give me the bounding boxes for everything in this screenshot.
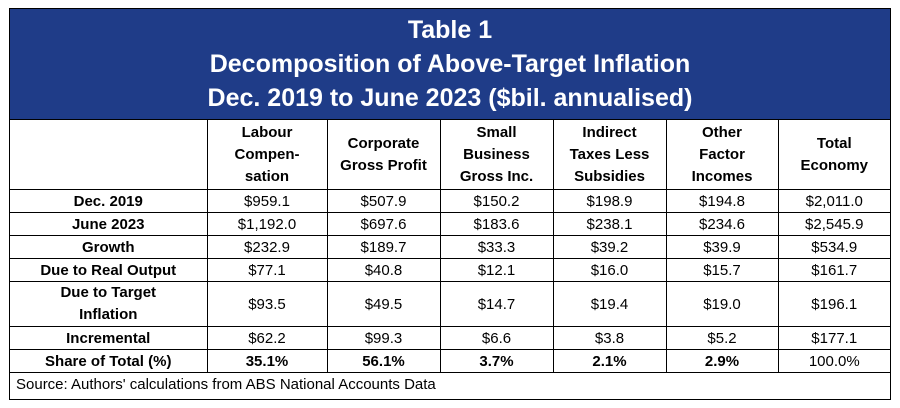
table-row: Share of Total (%) 35.1% 56.1% 3.7% 2.1% 2.9%…	[10, 349, 890, 373]
table-cell: $5.2	[665, 326, 779, 350]
table-cell: 2.1%	[552, 349, 667, 373]
row-label: Incremental	[10, 326, 208, 350]
header-cell-other-factor: Other Factor Incomes	[665, 120, 779, 190]
table-subtitle-line-2: Dec. 2019 to June 2023 ($bil. annualised…	[207, 84, 693, 112]
table-cell: $16.0	[552, 258, 667, 282]
header-other-line-1: Other	[701, 123, 742, 141]
header-indirect-line-3: Subsidies	[574, 167, 645, 185]
header-indirect-line-1: Indirect	[582, 123, 637, 141]
table-cell: $507.9	[326, 189, 441, 213]
row-label: June 2023	[10, 212, 208, 236]
table-cell: $194.8	[665, 189, 779, 213]
table-cell: 56.1%	[326, 349, 441, 373]
table-body: Dec. 2019 $959.1 $507.9 $150.2 $198.9 $194.8 $…	[10, 189, 890, 373]
table-cell: 3.7%	[439, 349, 554, 373]
header-small-line-3: Gross Inc.	[459, 167, 534, 185]
header-cell-blank	[10, 120, 208, 190]
header-row: Labour Compen- sation Corporate Gross Pr…	[10, 120, 890, 190]
table-cell: 2.9%	[665, 349, 779, 373]
table-title: Table 1	[407, 16, 493, 44]
header-other-line-3: Incomes	[691, 167, 753, 185]
header-total-line-2: Economy	[800, 156, 868, 174]
table-row: Due to Real Output $77.1 $40.8 $12.1 $16.0 $1…	[10, 258, 890, 282]
row-label: Dec. 2019	[10, 189, 208, 213]
row-label-line-2: Inflation	[79, 306, 138, 323]
header-cell-indirect-taxes: Indirect Taxes Less Subsidies	[552, 120, 667, 190]
table-cell: $15.7	[665, 258, 779, 282]
table-cell: 35.1%	[206, 349, 328, 373]
table-cell: $959.1	[206, 189, 328, 213]
header-labour-line-2: Compen-	[234, 145, 300, 163]
header-cell-corporate-gross-profit: Corporate Gross Profit	[326, 120, 441, 190]
table-cell: $33.3	[439, 235, 554, 259]
row-label-line-1: Due to Target	[60, 284, 157, 301]
title-block: Table 1 Decomposition of Above-Target In…	[10, 9, 890, 120]
table-cell: $1,192.0	[206, 212, 328, 236]
header-cell-small-business: Small Business Gross Inc.	[439, 120, 554, 190]
table-cell: $198.9	[552, 189, 667, 213]
table-cell: $93.5	[206, 281, 328, 327]
header-labour-line-3: sation	[244, 167, 290, 185]
table-cell: $234.6	[665, 212, 779, 236]
table-cell: $2,545.9	[777, 212, 890, 236]
table-cell: $39.2	[552, 235, 667, 259]
table-cell: $183.6	[439, 212, 554, 236]
header-other-line-2: Factor	[699, 145, 745, 163]
table-cell: $62.2	[206, 326, 328, 350]
table-cell: $150.2	[439, 189, 554, 213]
header-corporate-line-2: Gross Profit	[340, 156, 427, 174]
table-row: Growth $232.9 $189.7 $33.3 $39.2 $39.9 $534.9	[10, 235, 890, 259]
row-label: Due to Real Output	[10, 258, 208, 282]
header-small-line-1: Small	[476, 123, 517, 141]
table-cell: $161.7	[777, 258, 890, 282]
table-row: Dec. 2019 $959.1 $507.9 $150.2 $198.9 $194.8 $…	[10, 189, 890, 213]
table-cell: $697.6	[326, 212, 441, 236]
header-small-line-2: Business	[463, 145, 530, 163]
table-cell: $99.3	[326, 326, 441, 350]
table-container: Table 1 Decomposition of Above-Target In…	[9, 8, 891, 400]
table-cell: $196.1	[777, 281, 890, 327]
row-label: Growth	[10, 235, 208, 259]
header-labour-line-1: Labour	[241, 123, 293, 141]
row-label: Due to Target Inflation	[10, 281, 208, 327]
decomposition-table: Labour Compen- sation Corporate Gross Pr…	[10, 120, 890, 373]
table-cell: $49.5	[326, 281, 441, 327]
table-cell: 100.0%	[777, 349, 890, 373]
table-row: Due to Target Inflation $93.5 $49.5 $14.7 $19…	[10, 281, 890, 327]
table-cell: $19.0	[665, 281, 779, 327]
table-cell: $2,011.0	[777, 189, 890, 213]
header-cell-total-economy: Total Economy	[777, 120, 890, 190]
table-cell: $3.8	[552, 326, 667, 350]
table-cell: $6.6	[439, 326, 554, 350]
table-cell: $19.4	[552, 281, 667, 327]
table-row: Incremental $62.2 $99.3 $6.6 $3.8 $5.2 $177.1	[10, 326, 890, 350]
table-cell: $40.8	[326, 258, 441, 282]
header-corporate-line-1: Corporate	[347, 134, 420, 152]
table-subtitle-line-1: Decomposition of Above-Target Inflation	[209, 50, 691, 78]
table-row: June 2023 $1,192.0 $697.6 $183.6 $238.1 $234.…	[10, 212, 890, 236]
table-cell: $232.9	[206, 235, 328, 259]
table-cell: $77.1	[206, 258, 328, 282]
table-cell: $12.1	[439, 258, 554, 282]
source-note: Source: Authors' calculations from ABS N…	[16, 376, 436, 393]
table-cell: $534.9	[777, 235, 890, 259]
row-label: Share of Total (%)	[10, 349, 208, 373]
header-total-line-1: Total	[816, 134, 852, 152]
header-indirect-line-2: Taxes Less	[569, 145, 650, 163]
table-cell: $39.9	[665, 235, 779, 259]
table-cell: $14.7	[439, 281, 554, 327]
table-cell: $238.1	[552, 212, 667, 236]
table-cell: $189.7	[326, 235, 441, 259]
header-cell-labour-compensation: Labour Compen- sation	[206, 120, 328, 190]
table-cell: $177.1	[777, 326, 890, 350]
